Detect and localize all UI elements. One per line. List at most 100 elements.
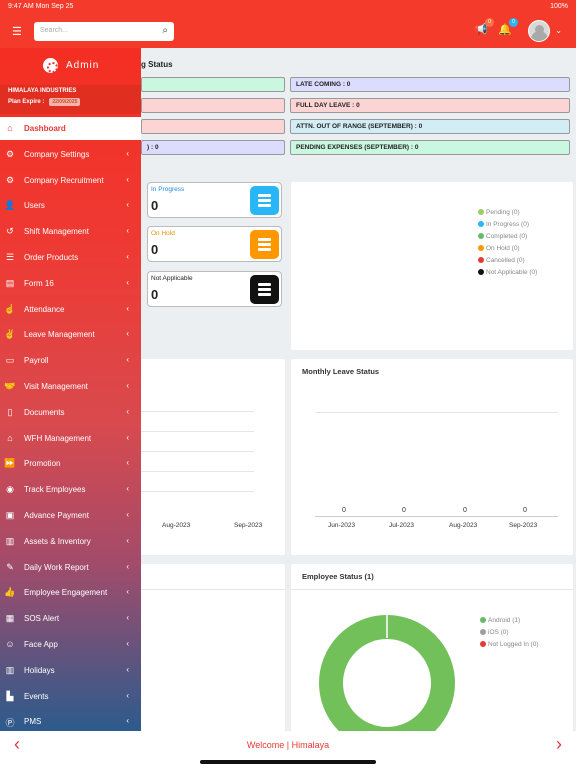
- sidebar-item-label: Company Recruitment: [24, 175, 104, 185]
- legend-label: Not Logged In (0): [488, 641, 539, 648]
- sidebar-item-wfh-management[interactable]: ⌂ WFH Management ‹: [0, 427, 141, 450]
- chevron-down-icon[interactable]: ⌄: [555, 26, 562, 35]
- on-hold-label: On Hold: [151, 230, 175, 237]
- chevron-left-icon: ‹: [126, 406, 129, 416]
- sidebar-item-label: Leave Management: [24, 330, 95, 340]
- list-icon: [250, 275, 279, 304]
- history-icon: ↺: [6, 226, 14, 237]
- sidebar-item-pms[interactable]: Ⓟ PMS ‹: [0, 710, 141, 731]
- chevron-left-icon: ‹: [126, 484, 129, 494]
- legend-pending: Pending (0): [478, 209, 520, 216]
- gear-icon: ⚙: [5, 174, 15, 185]
- sidebar-item-form-16[interactable]: ▤ Form 16 ‹: [0, 272, 141, 295]
- sidebar-item-label: Visit Management: [24, 382, 88, 391]
- stat-attn-out-of-range: ATTN. OUT OF RANGE (SEPTEMBER) : 0: [290, 119, 570, 134]
- sidebar-item-label: WFH Management: [24, 433, 92, 443]
- top-header: ☰ Search... ⌕ 📢 0 🔔 0 ⌄: [0, 14, 576, 48]
- sidebar-item-face-app[interactable]: ☺ Face App ‹: [0, 633, 141, 656]
- menu-icon[interactable]: ☰: [12, 26, 22, 38]
- sidebar-item-payroll[interactable]: ▭ Payroll ‹: [0, 349, 141, 372]
- company-info: HIMALAYA INDUSTRIES Plan Expire : 22/09/2…: [0, 85, 141, 114]
- legend-on-hold: On Hold (0): [478, 245, 520, 252]
- divider: [141, 589, 285, 590]
- sidebar-item-attendance[interactable]: ☝ Attendance ‹: [0, 298, 141, 321]
- legend-label: Android (1): [488, 617, 521, 624]
- sidebar-item-promotion[interactable]: ⏩ Promotion ‹: [0, 452, 141, 475]
- sidebar-item-assets-inventory[interactable]: ▥ Assets & Inventory ‹: [0, 530, 141, 553]
- stat-partial: [141, 98, 285, 113]
- stat-partial: [141, 119, 285, 134]
- legend-label: Completed (0): [486, 233, 528, 240]
- chevron-left-icon: ‹: [126, 535, 129, 545]
- sidebar-item-label: Attendance: [24, 304, 65, 314]
- sidebar-item-label: Form 16: [24, 278, 54, 288]
- gridline: [141, 451, 254, 452]
- sidebar-item-sos-alert[interactable]: ▦ SOS Alert ‹: [0, 607, 141, 630]
- bar-value: 0: [523, 507, 527, 514]
- sidebar-item-users[interactable]: 👤 Users ‹: [0, 194, 141, 217]
- in-progress-value: 0: [151, 198, 159, 213]
- stat-late-coming-label: LATE COMING : 0: [296, 81, 351, 88]
- hand-icon: ☝: [4, 303, 16, 314]
- back-arrow-icon[interactable]: ‹: [14, 734, 20, 754]
- file-icon: ▤: [5, 277, 15, 288]
- legend-label: On Hold (0): [486, 245, 520, 252]
- search-input[interactable]: Search... ⌕: [34, 22, 174, 41]
- sidebar-item-dashboard[interactable]: ⌂ Dashboard: [0, 117, 141, 140]
- sidebar-item-events[interactable]: ▙ Events ‹: [0, 685, 141, 708]
- document-icon: ▯: [7, 406, 13, 417]
- chevron-left-icon: ‹: [126, 148, 129, 158]
- chevron-left-icon: ‹: [126, 329, 129, 339]
- sidebar-item-label: Order Products: [24, 253, 79, 262]
- sidebar-item-company-settings[interactable]: ⚙ Company Settings ‹: [0, 143, 141, 166]
- chevron-left-icon: ‹: [126, 458, 129, 468]
- plan-date: 22/09/2025: [49, 98, 81, 106]
- chevron-left-icon: ‹: [126, 277, 129, 287]
- stat-pending-expenses: PENDING EXPENSES (SEPTEMBER) : 0: [290, 140, 570, 155]
- sidebar: Admin HIMALAYA INDUSTRIES Plan Expire : 2…: [0, 48, 141, 731]
- employee-donut-chart: [319, 614, 455, 742]
- monthly-leave-title: Monthly Leave Status: [302, 367, 380, 376]
- sidebar-item-label: Dashboard: [24, 124, 66, 133]
- house-icon: ⌂: [7, 432, 13, 443]
- sidebar-item-label: Face App: [24, 640, 58, 649]
- company-name: HIMALAYA INDUSTRIES: [8, 88, 77, 94]
- x-tick-label: Aug-2023: [449, 522, 478, 529]
- stat-expenses-label: PENDING EXPENSES (SEPTEMBER) : 0: [296, 144, 419, 151]
- status-time: 9:47 AM Mon Sep 25: [8, 3, 74, 10]
- project-on-hold-card[interactable]: On Hold 0: [147, 226, 282, 262]
- sidebar-item-label: Users: [24, 201, 45, 211]
- sidebar-item-leave-management[interactable]: ✌ Leave Management ‹: [0, 323, 141, 346]
- sidebar-item-label: Documents: [24, 407, 65, 417]
- bell-badge: 0: [509, 18, 518, 27]
- logo-text: Admin: [66, 60, 100, 71]
- sidebar-item-daily-work-report[interactable]: ✎ Daily Work Report ‹: [0, 556, 141, 579]
- user-icon: 👤: [4, 200, 16, 211]
- forward-arrow-icon[interactable]: ›: [556, 734, 562, 754]
- donut-slice-android: [319, 615, 455, 742]
- status-bar: 9:47 AM Mon Sep 25 100%: [0, 0, 576, 14]
- money-icon: ▭: [5, 355, 15, 366]
- sidebar-item-order-products[interactable]: ☰ Order Products ‹: [0, 246, 141, 269]
- sidebar-item-label: Track Employees: [24, 485, 86, 495]
- sidebar-item-documents[interactable]: ▯ Documents ‹: [0, 401, 141, 424]
- megaphone-icon[interactable]: 📢 0: [474, 18, 494, 36]
- avatar[interactable]: [528, 20, 550, 42]
- sidebar-item-holidays[interactable]: ▥ Holidays ‹: [0, 659, 141, 682]
- sidebar-item-label: Promotion: [24, 459, 61, 469]
- sidebar-item-company-recruitment[interactable]: ⚙ Company Recruitment ‹: [0, 169, 141, 192]
- legend-label: Pending (0): [486, 209, 520, 216]
- project-in-progress-card[interactable]: In Progress 0: [147, 182, 282, 218]
- sidebar-item-visit-management[interactable]: 🤝 Visit Management ‹: [0, 375, 141, 398]
- search-icon[interactable]: ⌕: [162, 25, 168, 36]
- chevron-left-icon: ‹: [126, 303, 129, 313]
- sidebar-item-employee-engagement[interactable]: 👍 Employee Engagement ‹: [0, 581, 141, 604]
- note-icon: ✎: [6, 561, 14, 572]
- p-icon: Ⓟ: [5, 718, 15, 729]
- bell-icon[interactable]: 🔔 0: [498, 18, 518, 36]
- sidebar-logo[interactable]: Admin: [0, 48, 141, 84]
- sidebar-item-track-employees[interactable]: ◉ Track Employees ‹: [0, 478, 141, 501]
- sidebar-item-advance-payment[interactable]: ▣ Advance Payment ‹: [0, 504, 141, 527]
- sidebar-item-shift-management[interactable]: ↺ Shift Management ‹: [0, 220, 141, 243]
- project-not-applicable-card[interactable]: Not Applicable 0: [147, 271, 282, 307]
